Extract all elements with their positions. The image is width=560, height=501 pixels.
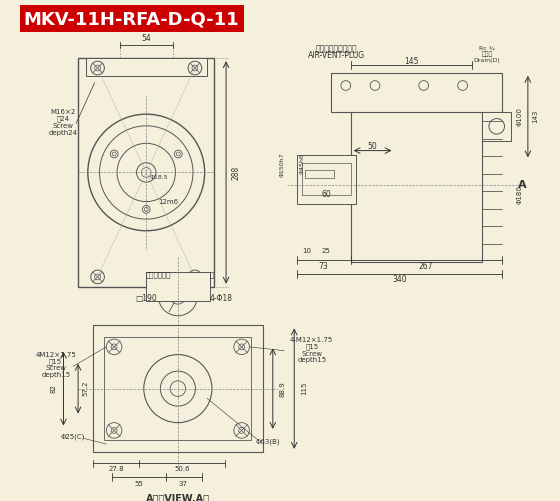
Bar [331,73,502,112]
Text: 25: 25 [322,247,331,254]
Text: Drain(D): Drain(D) [474,58,500,63]
Bar [351,97,482,263]
Text: Screw: Screw [301,351,322,357]
Bar [302,163,351,195]
Bar [297,155,356,204]
Text: depth15: depth15 [297,357,326,363]
Text: 55: 55 [134,481,143,487]
Text: Φ18.5: Φ18.5 [149,175,168,180]
FancyBboxPatch shape [20,5,244,32]
Bar [104,337,251,440]
Bar [146,272,209,301]
Text: 50.6: 50.6 [175,466,190,472]
Text: MKV-11H-RFA-D-Q-11: MKV-11H-RFA-D-Q-11 [24,11,240,29]
Text: 深15: 深15 [305,344,318,350]
Text: Rc ¾: Rc ¾ [479,46,495,51]
Bar [305,170,334,178]
Text: 27.8: 27.8 [108,466,124,472]
Bar [482,112,511,141]
Text: 深24: 深24 [57,115,70,122]
Text: 145: 145 [404,57,418,66]
Text: 82: 82 [51,384,57,393]
Bar [78,58,214,287]
Text: depth24: depth24 [49,130,78,136]
Text: Screw: Screw [45,365,66,371]
Text: （吐出量）増: （吐出量）増 [146,272,171,278]
Text: AIR-VENT-PLUG: AIR-VENT-PLUG [307,51,365,60]
Text: 4M12×1.75: 4M12×1.75 [35,352,76,358]
Text: Φ25(C): Φ25(C) [61,434,86,440]
Text: 115: 115 [301,382,307,395]
Text: 50: 50 [367,142,377,151]
Text: 54: 54 [141,35,151,44]
Text: Screw: Screw [53,123,74,129]
Text: 4-Φ18: 4-Φ18 [209,294,232,303]
Text: 12m6: 12m6 [158,198,178,204]
Text: 73: 73 [319,262,328,271]
Text: Φ100: Φ100 [516,107,522,126]
Text: ドレン: ドレン [482,52,493,57]
Text: Φ45h6: Φ45h6 [300,153,305,174]
Text: 88.9: 88.9 [279,381,286,396]
Text: 60: 60 [321,190,331,199]
Text: エアーベントプラグ: エアーベントプラグ [315,44,357,53]
Text: Φ180: Φ180 [516,185,522,204]
Text: 37: 37 [179,481,188,487]
Text: A視（VIEW.A）: A視（VIEW.A） [146,493,210,501]
Text: 深15: 深15 [49,358,62,365]
Text: Φ63(B): Φ63(B) [255,439,280,445]
Text: 57.2: 57.2 [83,381,89,396]
Text: 減: 減 [210,272,214,278]
Text: A: A [518,179,527,189]
Bar [86,58,207,76]
Text: □190: □190 [136,294,157,303]
Text: 267: 267 [418,262,433,271]
Bar [93,326,263,452]
Text: 340: 340 [392,276,407,284]
Text: 10: 10 [302,247,311,254]
Text: 143: 143 [533,110,539,123]
Text: Φ150h7: Φ150h7 [280,153,285,177]
Text: 288: 288 [231,165,240,179]
Text: 4-M12×1.75: 4-M12×1.75 [290,337,333,343]
Text: M16×2: M16×2 [51,109,76,115]
Text: depth15: depth15 [41,372,70,378]
